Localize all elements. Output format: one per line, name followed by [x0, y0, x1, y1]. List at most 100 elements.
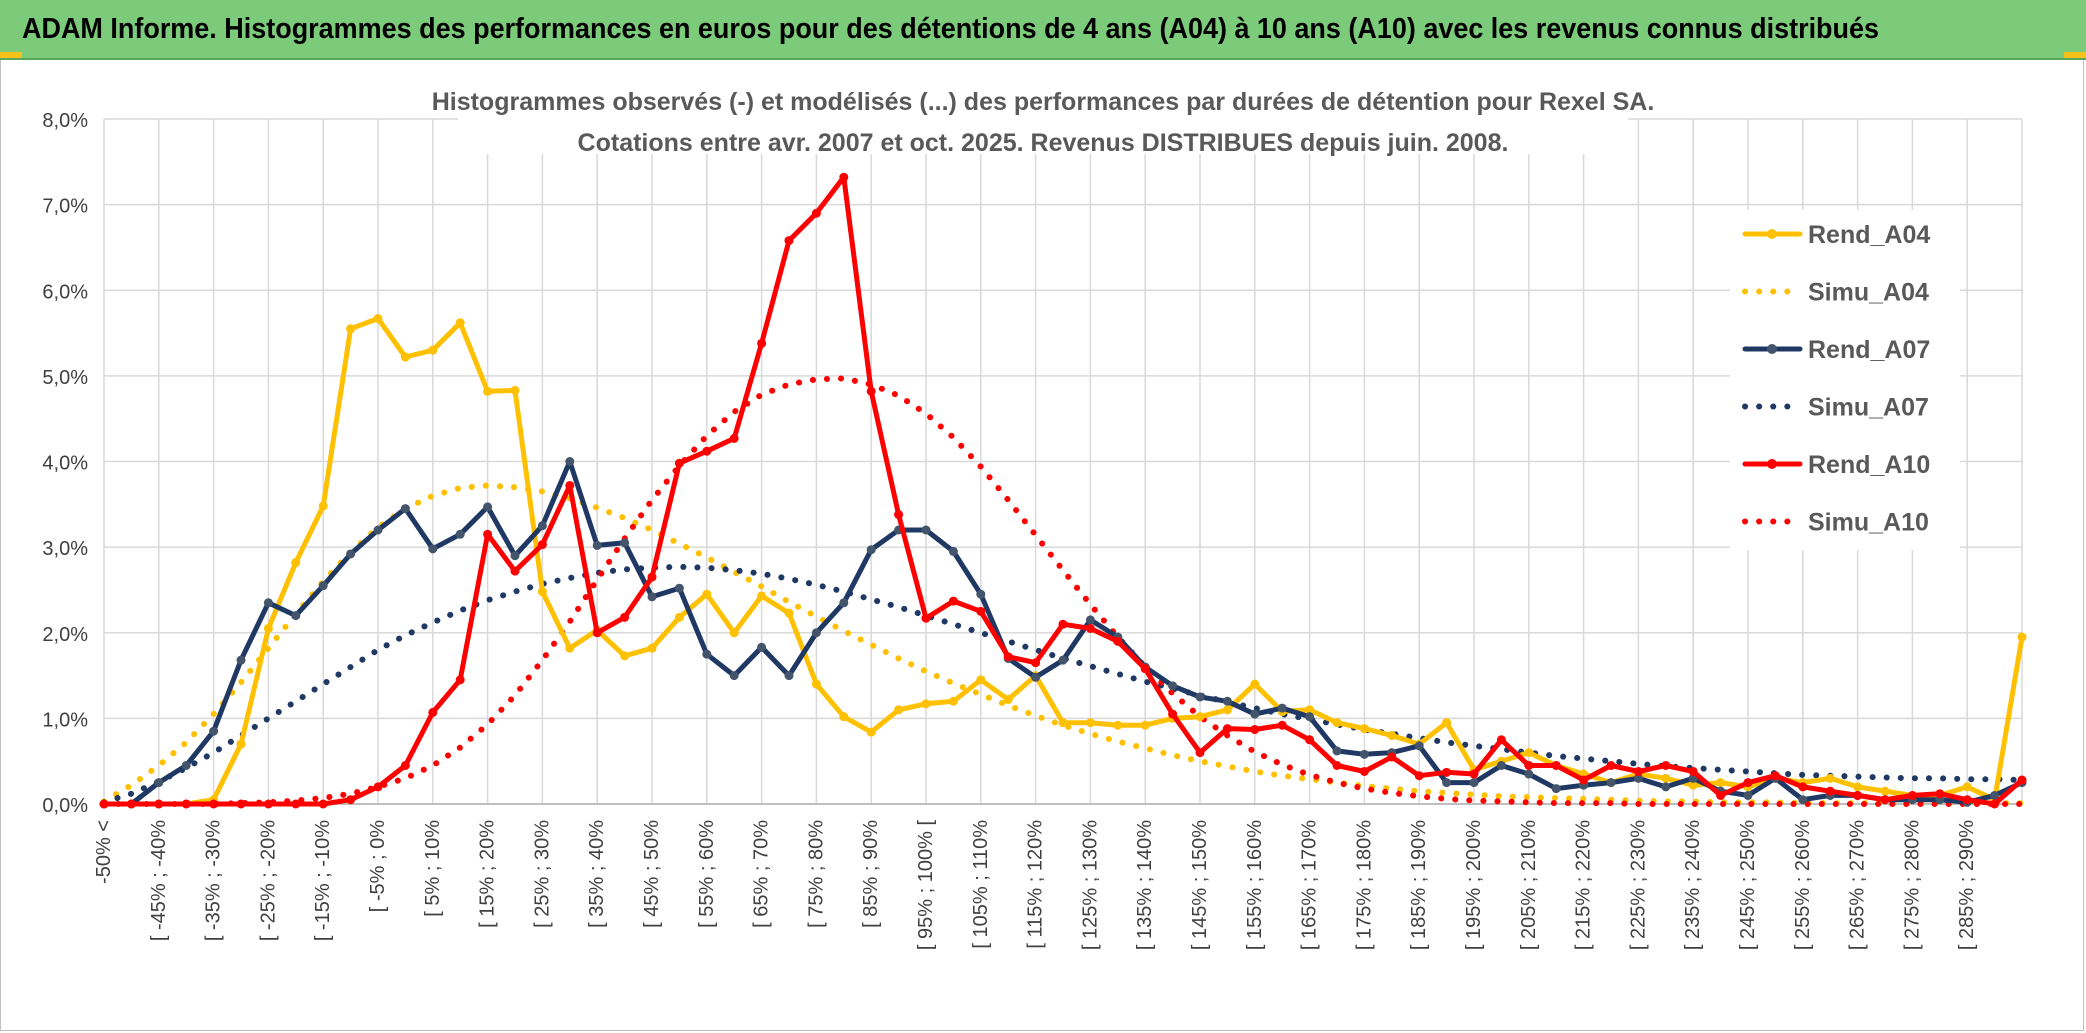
data-point — [894, 510, 904, 520]
data-point — [1085, 718, 1095, 728]
data-point — [126, 799, 136, 809]
data-point — [373, 525, 383, 535]
data-point — [428, 544, 438, 554]
data-point — [1661, 773, 1671, 783]
y-axis-ticks: 0,0% 1,0% 2,0% 3,0% 4,0% 5,0% 6,0% 7,0% 8,0% — [42, 110, 88, 817]
data-point — [565, 643, 575, 653]
data-point — [510, 551, 520, 561]
data-point — [1222, 705, 1232, 715]
data-point — [620, 651, 630, 661]
data-point — [1633, 773, 1643, 783]
data-point — [400, 504, 410, 514]
data-point — [866, 386, 876, 396]
data-point — [729, 433, 739, 443]
x-tick-label: [ 195% ; 200% — [1463, 820, 1485, 950]
data-point — [1743, 778, 1753, 788]
data-point — [647, 572, 657, 582]
legend-label: Rend_A04 — [1808, 221, 1930, 249]
data-point — [1442, 718, 1452, 728]
data-point — [1140, 664, 1150, 674]
data-point — [1250, 709, 1260, 719]
data-point — [1195, 692, 1205, 702]
chart-grid — [103, 118, 2023, 805]
data-point — [1853, 782, 1863, 792]
data-point — [154, 778, 164, 788]
report-title: ADAM Informe. Histogrammes des performan… — [22, 12, 1880, 45]
data-point — [373, 782, 383, 792]
data-point — [263, 799, 273, 809]
data-point — [1442, 778, 1452, 788]
data-point — [1222, 696, 1232, 706]
x-tick-label: [ 25% ; 30% — [531, 820, 553, 928]
x-tick-label: [ 35% ; 40% — [586, 820, 608, 928]
data-point — [346, 549, 356, 559]
x-tick-label: [ 5% ; 10% — [422, 820, 444, 917]
data-point — [1250, 725, 1260, 735]
data-point — [181, 760, 191, 770]
y-tick-label: 7,0% — [42, 196, 88, 218]
x-tick-label: [ -25% ; -20% — [257, 820, 279, 941]
data-point — [537, 521, 547, 531]
data-point — [291, 799, 301, 809]
data-point — [784, 671, 794, 681]
data-point — [1414, 771, 1424, 781]
data-point — [1798, 782, 1808, 792]
data-point — [894, 705, 904, 715]
y-tick-label: 5,0% — [42, 367, 88, 389]
chart-title-line-1: Histogrammes observés (-) et modélisés (… — [432, 88, 1655, 116]
data-point — [811, 208, 821, 218]
data-point — [1168, 681, 1178, 691]
y-tick-label: 3,0% — [42, 538, 88, 560]
data-point — [647, 643, 657, 653]
x-tick-label: [ 15% ; 20% — [477, 820, 499, 928]
report-title-banner: ADAM Informe. Histogrammes des performan… — [0, 0, 2086, 60]
data-point — [1387, 752, 1397, 762]
data-point — [674, 612, 684, 622]
data-point — [1414, 741, 1424, 751]
data-point — [99, 799, 109, 809]
data-point — [948, 596, 958, 606]
data-point — [1469, 769, 1479, 779]
x-tick-label: [ 275% ; 280% — [1901, 820, 1923, 950]
data-point — [1277, 703, 1287, 713]
data-point — [1661, 760, 1671, 770]
data-point — [318, 501, 328, 511]
left-corner-accent — [0, 52, 22, 58]
legend-label: Rend_A07 — [1808, 336, 1930, 364]
data-point — [729, 671, 739, 681]
chart-title-box: Histogrammes observés (-) et modélisés (… — [432, 80, 1655, 157]
data-point — [1551, 784, 1561, 794]
data-point — [318, 799, 328, 809]
y-tick-label: 2,0% — [42, 624, 88, 646]
x-tick-label: [ -15% ; -10% — [312, 820, 334, 941]
data-point — [811, 679, 821, 689]
data-point — [1195, 712, 1205, 722]
data-point — [1442, 767, 1452, 777]
data-point — [483, 502, 493, 512]
y-tick-label: 8,0% — [42, 110, 88, 132]
x-tick-label: [ 65% ; 70% — [751, 820, 773, 928]
y-tick-label: 4,0% — [42, 453, 88, 475]
data-point — [1085, 623, 1095, 633]
data-point — [1277, 720, 1287, 730]
y-tick-label: 0,0% — [42, 795, 88, 817]
x-tick-label: [ 205% ; 210% — [1518, 820, 1540, 950]
data-point — [976, 589, 986, 599]
data-point — [839, 712, 849, 722]
data-point — [1359, 749, 1369, 759]
data-point — [976, 606, 986, 616]
data-point — [757, 338, 767, 348]
x-tick-label: [ 155% ; 160% — [1244, 820, 1266, 950]
data-point — [1496, 760, 1506, 770]
data-point — [318, 581, 328, 591]
data-point — [1524, 748, 1534, 758]
x-tick-label: [ -5% ; 0% — [367, 820, 389, 912]
x-tick-label: [ 235% ; 240% — [1682, 820, 1704, 950]
data-point — [976, 675, 986, 685]
data-point — [674, 458, 684, 468]
data-point — [1990, 799, 2000, 809]
x-tick-label: [ 135% ; 140% — [1134, 820, 1156, 950]
x-tick-label: [ 165% ; 170% — [1299, 820, 1321, 950]
x-tick-label: [ -35% ; -30% — [203, 820, 225, 941]
data-point — [455, 675, 465, 685]
